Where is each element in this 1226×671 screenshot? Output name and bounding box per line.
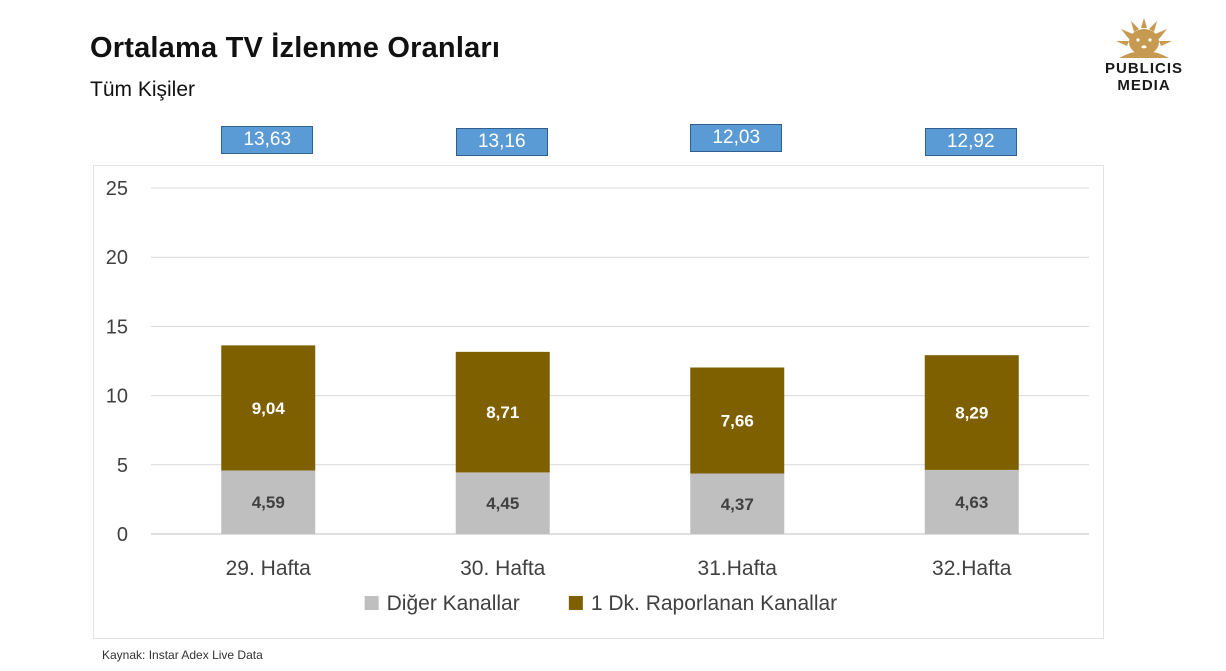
y-tick-label: 0	[117, 524, 128, 546]
legend-label: Diğer Kanallar	[387, 592, 520, 615]
bar-raporlanan-kanallar	[690, 367, 785, 474]
y-tick-label: 10	[106, 386, 128, 408]
total-value-box: 12,92	[924, 128, 1017, 156]
stacked-bar-chart: 0 5 10 15 20 25 4,59 9,04 29. Hafta 4,45 8,71 30. H…	[106, 178, 1089, 615]
bar-diger-kanallar	[690, 473, 785, 534]
legend-swatch	[568, 596, 583, 610]
bar-raporlanan-kanallar	[924, 355, 1019, 470]
data-label: 4,59	[252, 493, 285, 512]
data-label: 4,45	[486, 494, 519, 513]
legend-label: 1 Dk. Raporlanan Kanallar	[591, 592, 837, 615]
data-label: 9,04	[252, 399, 286, 418]
lion-head-icon	[1116, 18, 1172, 58]
total-value-box: 13,63	[221, 126, 314, 154]
logo-line-2: MEDIA	[1117, 77, 1171, 94]
chart-area: 0 5 10 15 20 25 4,59 9,04 29. Hafta 4,45 8,71 30. H…	[93, 165, 1104, 639]
source-note: Kaynak: Instar Adex Live Data	[102, 648, 263, 662]
total-value-box: 13,16	[455, 128, 548, 156]
x-tick-label: 32.Hafta	[932, 557, 1012, 580]
legend-swatch	[364, 596, 379, 610]
data-label: 8,29	[955, 404, 988, 423]
bar-diger-kanallar	[221, 470, 316, 534]
x-tick-label: 29. Hafta	[226, 557, 312, 580]
data-label: 4,63	[955, 493, 988, 512]
total-value-box: 12,03	[690, 124, 783, 152]
bar-raporlanan-kanallar	[221, 345, 316, 471]
data-label: 7,66	[721, 412, 754, 431]
y-tick-label: 20	[106, 247, 128, 269]
data-label: 4,37	[721, 495, 754, 514]
bar-diger-kanallar	[455, 472, 550, 534]
y-tick-label: 5	[117, 455, 128, 477]
y-tick-label: 15	[106, 316, 128, 338]
page-subtitle: Tüm Kişiler	[90, 78, 196, 101]
x-tick-label: 31.Hafta	[698, 557, 778, 580]
page-title: Ortalama TV İzlenme Oranları	[90, 32, 501, 64]
logo-line-1: PUBLICIS	[1104, 60, 1183, 77]
data-label: 8,71	[486, 403, 519, 422]
x-tick-label: 30. Hafta	[460, 557, 546, 580]
publicis-media-logo: PUBLICIS MEDIA	[1098, 14, 1190, 94]
bar-diger-kanallar	[924, 469, 1019, 534]
y-tick-label: 25	[106, 178, 128, 200]
bar-raporlanan-kanallar	[455, 351, 550, 473]
